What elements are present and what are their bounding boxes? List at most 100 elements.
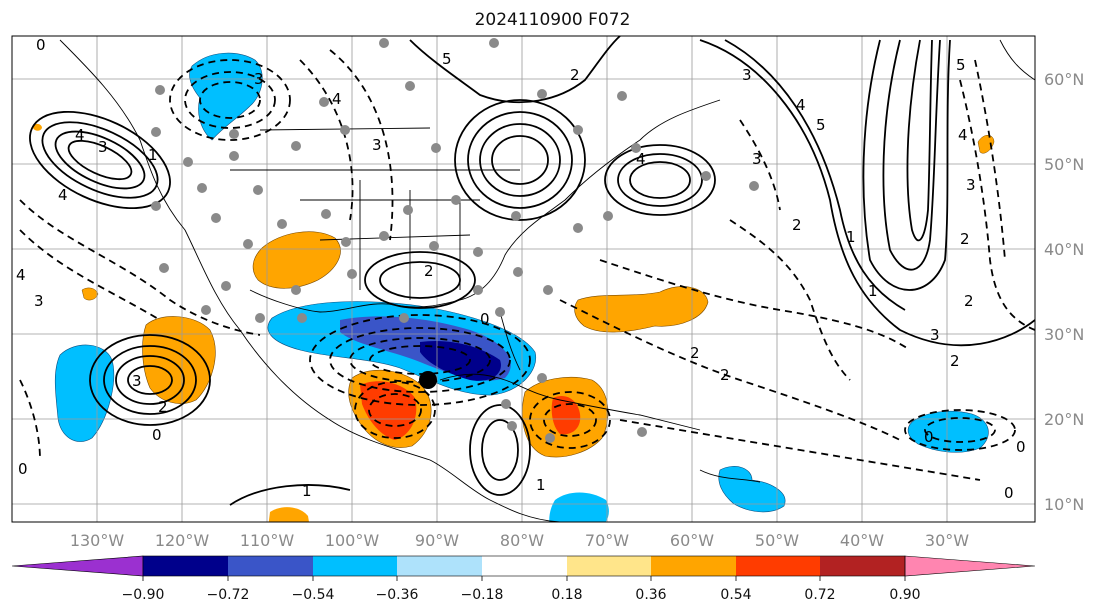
lat-label: 30°N (1044, 325, 1084, 344)
svg-text:1: 1 (536, 476, 546, 494)
svg-text:2: 2 (570, 66, 580, 84)
colorbar-segment (736, 556, 820, 576)
svg-text:5: 5 (442, 50, 452, 68)
colorbar-segment (820, 556, 905, 576)
lon-label: 130°W (70, 531, 125, 550)
colorbar-segment (567, 556, 651, 576)
colorbar-extend-max (904, 555, 1036, 577)
svg-text:2: 2 (792, 216, 802, 234)
lon-label: 70°W (585, 531, 629, 550)
colorbar-tick: 0.36 (635, 587, 666, 603)
negative-region-south (549, 492, 609, 522)
lon-label: 30°W (925, 531, 969, 550)
svg-text:3: 3 (752, 150, 762, 168)
positive-contours (29, 36, 1035, 506)
latitude-labels: 60°N 50°N 40°N 30°N 20°N 10°N (1044, 70, 1084, 514)
contour-labels: 0 3 4 4 1 3 5 2 3 4 3 4 4 3 2 2 3 4 1 2 … (16, 36, 1026, 502)
lat-label: 60°N (1044, 70, 1084, 89)
colorbar-segment (651, 556, 736, 576)
svg-text:1: 1 (302, 482, 312, 500)
coastlines (59, 39, 1035, 522)
svg-text:3: 3 (132, 372, 142, 390)
lon-label: 110°W (240, 531, 295, 550)
lon-label: 60°W (670, 531, 714, 550)
svg-text:1: 1 (868, 282, 878, 300)
positive-region-rockies (252, 231, 341, 289)
svg-text:4: 4 (58, 186, 68, 204)
svg-text:2: 2 (690, 344, 700, 362)
lat-label: 40°N (1044, 240, 1084, 259)
svg-text:3: 3 (254, 70, 264, 88)
lon-label: 90°W (415, 531, 459, 550)
map-area (12, 36, 1035, 522)
colorbar-segment (397, 556, 482, 576)
svg-text:0: 0 (18, 460, 28, 478)
colorbar-tick: 0.90 (889, 587, 920, 603)
lon-label: 120°W (155, 531, 210, 550)
colorbar-segment (482, 556, 567, 576)
svg-text:5: 5 (956, 56, 966, 74)
colorbar-tick: 0.72 (804, 587, 835, 603)
svg-text:2: 2 (424, 262, 434, 280)
svg-text:0: 0 (924, 428, 934, 446)
negative-region-pacific (54, 344, 115, 442)
svg-text:2: 2 (720, 366, 730, 384)
svg-text:0: 0 (1004, 484, 1014, 502)
positive-region-mexico-west (142, 316, 216, 404)
map-frame (11, 35, 1036, 523)
negative-contours (19, 49, 1035, 481)
colorbar: −0.90 −0.72 −0.54 −0.36 −0.18 0.18 0.36 … (11, 555, 1036, 603)
lat-label: 10°N (1044, 495, 1084, 514)
lon-label: 80°W (500, 531, 544, 550)
svg-text:4: 4 (636, 150, 646, 168)
svg-text:4: 4 (958, 126, 968, 144)
svg-text:4: 4 (796, 96, 806, 114)
colorbar-tick: −0.54 (292, 587, 335, 603)
svg-text:2: 2 (158, 398, 168, 416)
svg-text:2: 2 (964, 292, 974, 310)
lon-label: 50°W (755, 531, 799, 550)
svg-text:3: 3 (372, 136, 382, 154)
colorbar-tick: 0.54 (720, 587, 751, 603)
lat-label: 50°N (1044, 155, 1084, 174)
svg-text:0: 0 (152, 426, 162, 444)
svg-text:4: 4 (16, 266, 26, 284)
negative-region-caribbean (718, 466, 786, 513)
svg-text:3: 3 (742, 66, 752, 84)
svg-text:2: 2 (950, 352, 960, 370)
svg-text:3: 3 (930, 326, 940, 344)
colorbar-segment (313, 556, 397, 576)
svg-text:4: 4 (332, 90, 342, 108)
svg-text:2: 2 (960, 230, 970, 248)
colorbar-tick: 0.18 (551, 587, 582, 603)
svg-text:3: 3 (966, 176, 976, 194)
positive-small-pacific (81, 287, 99, 301)
chart-title: 2024110900 F072 (474, 10, 631, 30)
positive-region-atlantic (574, 286, 709, 333)
svg-text:1: 1 (148, 146, 158, 164)
lat-label: 20°N (1044, 410, 1084, 429)
significance-dots (151, 38, 759, 443)
colorbar-tick: −0.72 (207, 587, 250, 603)
colorbar-extend-min (11, 555, 144, 577)
positive-region-south-pacific (268, 507, 309, 522)
svg-text:5: 5 (816, 116, 826, 134)
negative-region-canada (189, 52, 263, 141)
svg-text:4: 4 (75, 126, 85, 144)
positive-small-east (977, 135, 995, 154)
lon-label: 40°W (840, 531, 884, 550)
svg-text:3: 3 (98, 138, 108, 156)
svg-text:1: 1 (846, 228, 856, 246)
svg-text:0: 0 (480, 310, 490, 328)
lon-label: 100°W (325, 531, 380, 550)
colorbar-tick: −0.18 (461, 587, 504, 603)
svg-text:0: 0 (1016, 438, 1026, 456)
longitude-labels: 130°W 120°W 110°W 100°W 90°W 80°W 70°W 6… (70, 531, 969, 550)
colorbar-segment (228, 556, 313, 576)
colorbar-tick: −0.90 (122, 587, 165, 603)
svg-text:0: 0 (36, 36, 46, 54)
colorbar-tick: −0.36 (376, 587, 419, 603)
storm-center-marker (419, 371, 437, 389)
colorbar-segment (143, 556, 228, 576)
